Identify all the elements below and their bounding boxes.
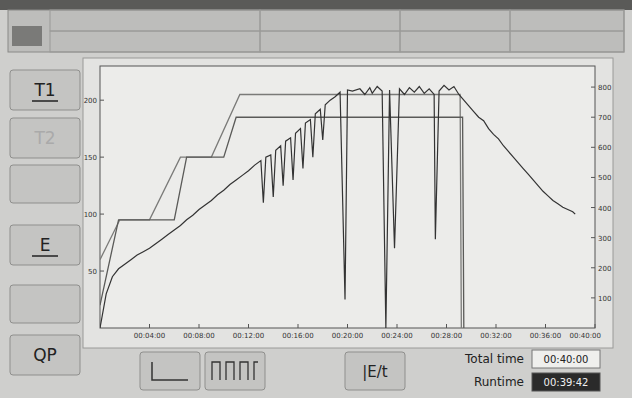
series-line [100, 117, 464, 328]
y2-tick [591, 87, 595, 88]
x-tick-label: 00:36:00 [530, 332, 561, 340]
x-tick [397, 324, 398, 328]
x-tick-label: 00:28:00 [431, 332, 462, 340]
header-cell [260, 31, 400, 52]
sidebar-button[interactable] [10, 118, 80, 158]
underline [32, 100, 58, 102]
sidebar-label: T2 [33, 128, 55, 148]
screen: T1 T2 E QP 50 100 150 200 100 200 300 400 500 600 700 8… [0, 0, 632, 398]
sidebar-button[interactable] [10, 70, 80, 110]
sidebar-button[interactable] [10, 165, 80, 203]
x-tick-label: 00:24:00 [381, 332, 412, 340]
runtime-label: Runtime [474, 375, 524, 389]
x-tick [149, 324, 150, 328]
series-line [100, 94, 461, 328]
x-tick [347, 324, 348, 328]
x-tick-label: 00:20:00 [332, 332, 363, 340]
header-cell [260, 10, 400, 31]
icon [152, 362, 188, 380]
plot-panel [83, 58, 613, 348]
total-time-value: 00:40:00 [544, 354, 589, 365]
header-cell [510, 31, 624, 52]
icon [212, 362, 258, 380]
y-tick-label: 200 [84, 97, 97, 105]
x-tick [248, 324, 249, 328]
sidebar-button[interactable] [10, 225, 80, 265]
y2-tick-label: 700 [598, 114, 611, 122]
header-cell [400, 10, 510, 31]
x-tick [298, 324, 299, 328]
x-tick-label: 00:32:00 [480, 332, 511, 340]
series-group [100, 85, 575, 328]
header [8, 10, 624, 52]
sidebar-label: T1 [33, 80, 55, 100]
y2-tick [591, 177, 595, 178]
series-line [100, 85, 575, 328]
sidebar-button[interactable] [10, 335, 80, 375]
header-cell [510, 10, 624, 31]
y-tick [100, 157, 104, 158]
y2-tick-label: 600 [598, 144, 611, 152]
y2-tick-label: 100 [598, 295, 611, 303]
total-time-label: Total time [464, 352, 524, 366]
y2-tick-label: 200 [598, 265, 611, 273]
sidebar-label: E [40, 235, 51, 255]
y-tick-label: 100 [84, 211, 97, 219]
y2-tick-label: 400 [598, 205, 611, 213]
y2-tick-label: 300 [598, 235, 611, 243]
formula-label: |E/t [362, 363, 388, 381]
y2-tick [591, 117, 595, 118]
runtime-box [532, 373, 600, 391]
x-tick-label: 00:04:00 [134, 332, 165, 340]
x-tick [595, 324, 596, 328]
y-tick-label: 50 [88, 268, 97, 276]
runtime-value: 00:39:42 [544, 377, 589, 388]
y2-tick [591, 297, 595, 298]
underline [32, 255, 58, 257]
header-cell [50, 31, 260, 52]
sidebar-button[interactable] [10, 285, 80, 323]
y2-tick [591, 237, 595, 238]
total-time-box [532, 350, 600, 368]
header-cell [400, 31, 510, 52]
header-cell [50, 10, 260, 31]
header-icon [12, 26, 42, 46]
plot-frame [100, 66, 595, 328]
x-tick [199, 324, 200, 328]
sidebar-label: QP [33, 345, 57, 365]
y2-tick [591, 267, 595, 268]
x-tick-label: 00:16:00 [282, 332, 313, 340]
x-tick-label: 00:12:00 [233, 332, 264, 340]
top-strip [0, 0, 632, 10]
background [0, 0, 632, 398]
x-tick [545, 324, 546, 328]
y-tick-label: 150 [84, 154, 97, 162]
footer-button[interactable] [140, 352, 200, 390]
y2-tick-label: 800 [598, 84, 611, 92]
x-tick-label: 00:08:00 [183, 332, 214, 340]
y2-tick-label: 500 [598, 174, 611, 182]
y-tick [100, 271, 104, 272]
x-tick [446, 324, 447, 328]
x-tick [496, 324, 497, 328]
y2-tick [591, 147, 595, 148]
y2-tick [591, 207, 595, 208]
y-tick [100, 214, 104, 215]
y-tick [100, 100, 104, 101]
x-tick-label: 00:40:00 [570, 332, 601, 340]
footer-button[interactable] [345, 352, 405, 390]
footer-button[interactable] [205, 352, 265, 390]
